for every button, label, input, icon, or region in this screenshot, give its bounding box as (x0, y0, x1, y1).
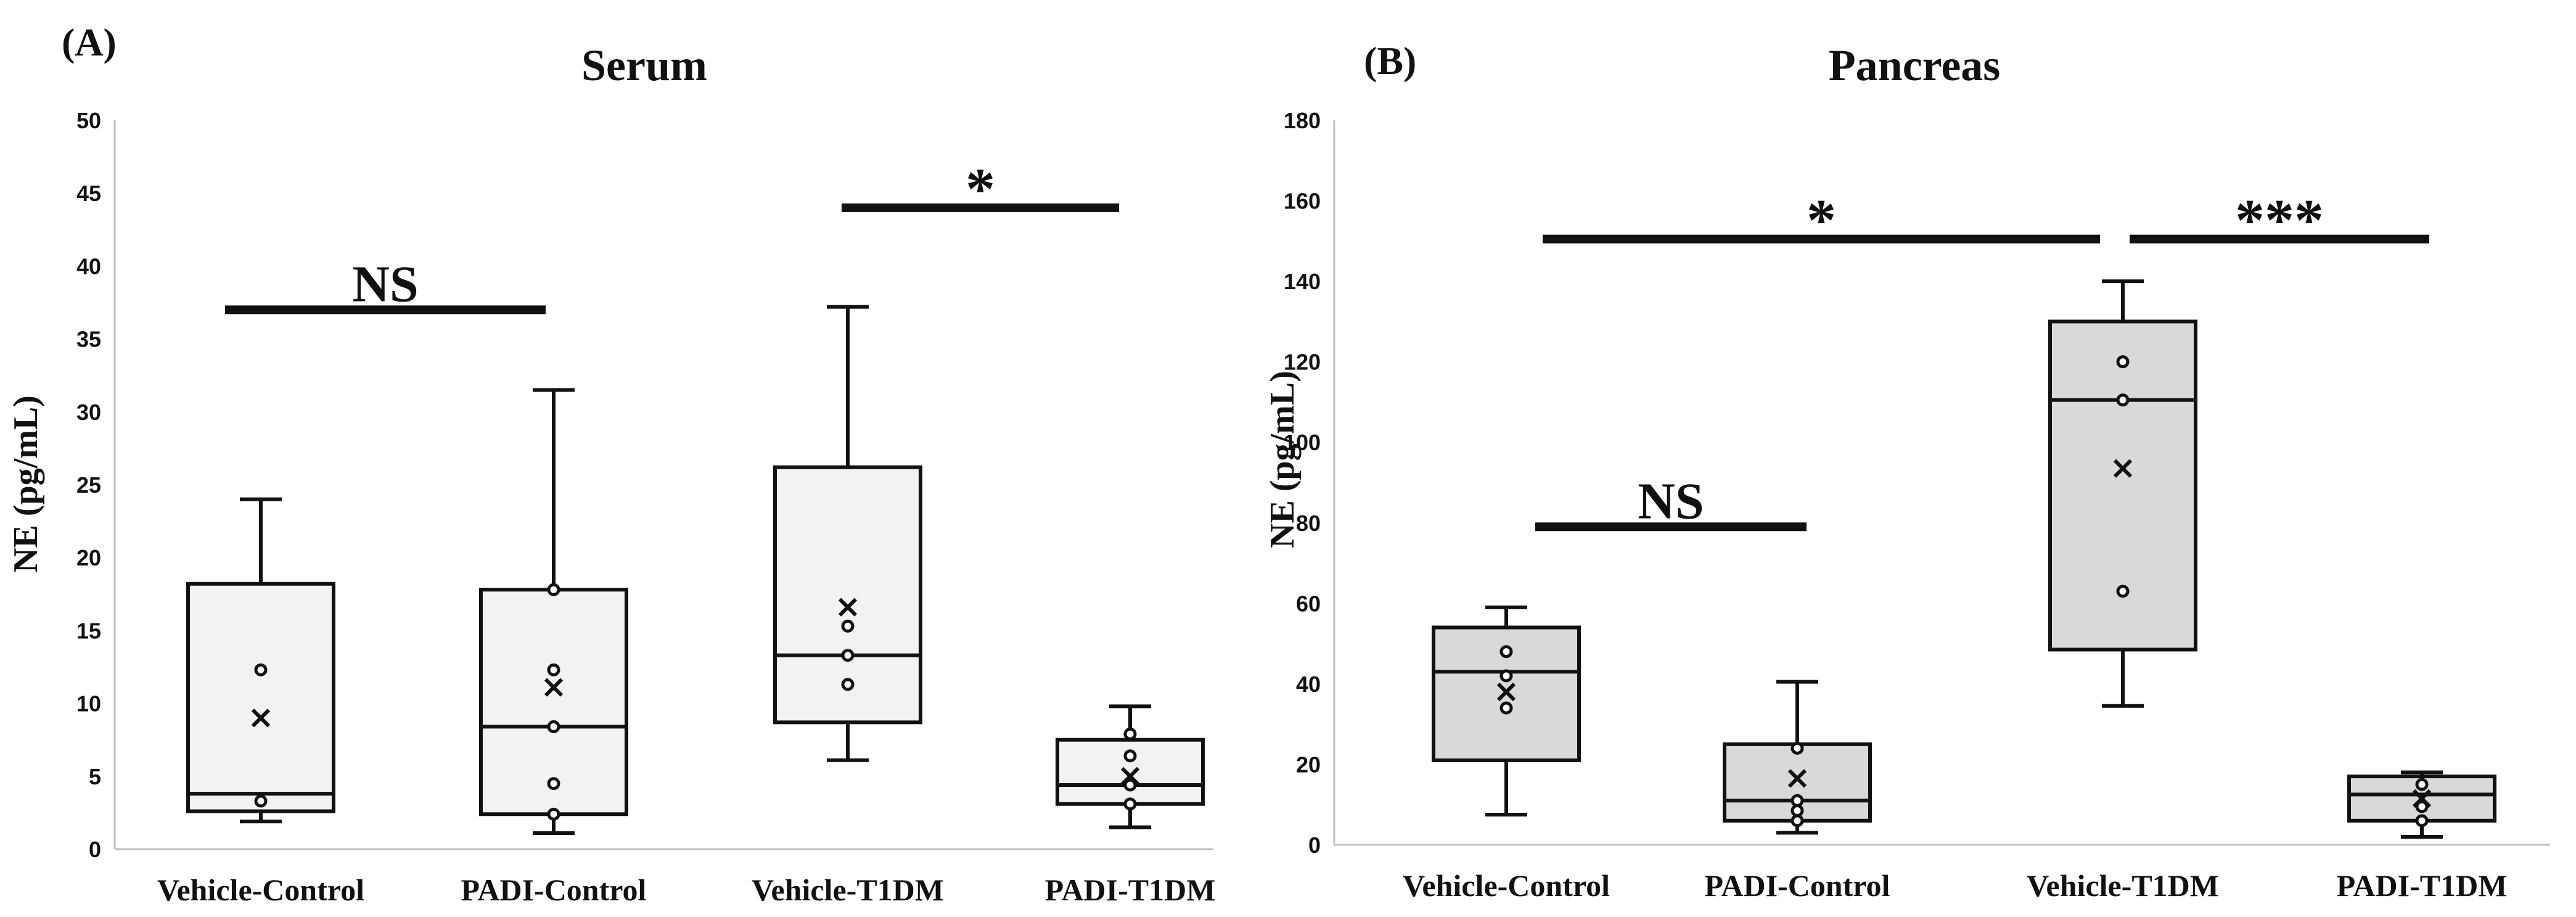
box-group (186, 497, 335, 824)
mean-marker (251, 709, 271, 728)
data-point (841, 649, 855, 662)
mean-marker (1496, 682, 1516, 702)
y-tick-label: 25 (76, 472, 101, 498)
mean-marker-stroke (2412, 789, 2432, 808)
data-point (1790, 804, 1804, 818)
mean-marker-stroke (544, 678, 564, 697)
significance-label: * (966, 156, 995, 222)
x-category-label: Vehicle-T1DM (752, 873, 944, 907)
data-point (1790, 794, 1804, 807)
data-point (547, 720, 560, 733)
box-group (1056, 704, 1205, 829)
chart-title: Pancreas (1829, 41, 2001, 90)
data-point (1123, 778, 1137, 792)
x-category-label: Vehicle-Control (157, 873, 364, 907)
data-point (1123, 727, 1137, 741)
mean-marker-stroke (2113, 459, 2133, 478)
y-tick-label: 40 (76, 253, 101, 279)
mean-marker (838, 598, 858, 617)
y-tick-label: 0 (89, 837, 101, 862)
data-point (1790, 741, 1804, 755)
box-iqr (186, 582, 335, 813)
y-tick-label: 5 (89, 764, 101, 789)
data-point (2116, 585, 2130, 598)
data-point (1790, 814, 1804, 828)
y-tick-label: 20 (1296, 752, 1321, 777)
x-category-label: Vehicle-T1DM (2027, 868, 2219, 903)
y-tick-label: 45 (76, 181, 101, 206)
data-point (2116, 355, 2130, 369)
mean-marker (544, 678, 564, 697)
y-tick-label: 20 (76, 545, 101, 570)
box-iqr (479, 588, 628, 816)
data-point (1123, 749, 1137, 763)
y-tick-label: 160 (1284, 189, 1321, 214)
data-point (841, 619, 855, 633)
data-point (2415, 800, 2429, 813)
significance-label: NS (1638, 472, 1704, 530)
mean-marker-stroke (251, 709, 271, 728)
y-axis-title: NE (pg/mL) (7, 395, 45, 573)
y-tick-label: 80 (1296, 511, 1321, 536)
panel-pancreas: (B) Pancreas NE (pg/mL) 0 20 40 60 80 100 120 140 1… (1263, 39, 2550, 903)
mean-marker-stroke (1496, 682, 1516, 702)
chart-title: Serum (581, 41, 707, 90)
y-tick-label: 30 (76, 400, 101, 425)
box-iqr (2048, 319, 2197, 652)
box-group (1432, 605, 1581, 817)
data-point (1499, 701, 1513, 715)
y-tick-label: 35 (76, 327, 101, 352)
data-point (2415, 814, 2429, 828)
data-point (254, 663, 268, 676)
data-point (2116, 393, 2130, 407)
significance-label: * (1807, 187, 1836, 253)
mean-marker (1787, 769, 1807, 788)
x-category-label: PADI-T1DM (2337, 868, 2508, 903)
data-point (547, 583, 560, 596)
mean-marker-stroke (1787, 769, 1807, 788)
box-group (479, 388, 628, 835)
mean-marker-stroke (838, 598, 858, 617)
significance-label: *** (2235, 187, 2324, 253)
box-group (2347, 770, 2496, 839)
mean-marker (2412, 789, 2432, 808)
mean-marker (2113, 459, 2133, 478)
y-tick-label: 140 (1284, 269, 1321, 294)
mean-marker (1120, 767, 1140, 786)
data-point (547, 663, 560, 676)
panel-label: (A) (62, 20, 117, 64)
y-tick-label: 0 (1308, 833, 1321, 858)
data-point (547, 807, 560, 821)
y-tick-label: 10 (76, 691, 101, 717)
data-point (547, 777, 560, 791)
panel-label: (B) (1364, 39, 1416, 83)
data-point (841, 678, 855, 691)
data-point (1499, 645, 1513, 659)
x-category-label: PADI-Control (1705, 868, 1890, 903)
x-category-label: PADI-Control (461, 873, 647, 907)
y-tick-label: 40 (1296, 672, 1321, 697)
panel-serum: (A) Serum NE (pg/mL) 0 5 10 15 20 25 30 35 40 45 50 Ve… (7, 20, 1215, 907)
data-point (1123, 797, 1137, 811)
significance-label: NS (352, 255, 418, 313)
mean-marker-stroke (1120, 767, 1140, 786)
y-tick-label: 100 (1284, 430, 1321, 455)
box-group (1723, 680, 1872, 835)
x-category-label: PADI-T1DM (1045, 873, 1216, 907)
y-tick-label: 50 (76, 108, 101, 133)
data-point (2415, 778, 2429, 791)
box-group (2048, 279, 2197, 708)
y-tick-label: 60 (1296, 591, 1321, 616)
x-category-label: Vehicle-Control (1403, 868, 1610, 903)
data-point (1499, 669, 1513, 683)
box-group (773, 305, 922, 762)
y-tick-label: 180 (1284, 108, 1321, 133)
data-point (254, 794, 268, 808)
y-axis-title: NE (pg/mL) (1263, 371, 1302, 548)
y-tick-label: 15 (76, 618, 101, 643)
y-tick-label: 120 (1284, 350, 1321, 375)
